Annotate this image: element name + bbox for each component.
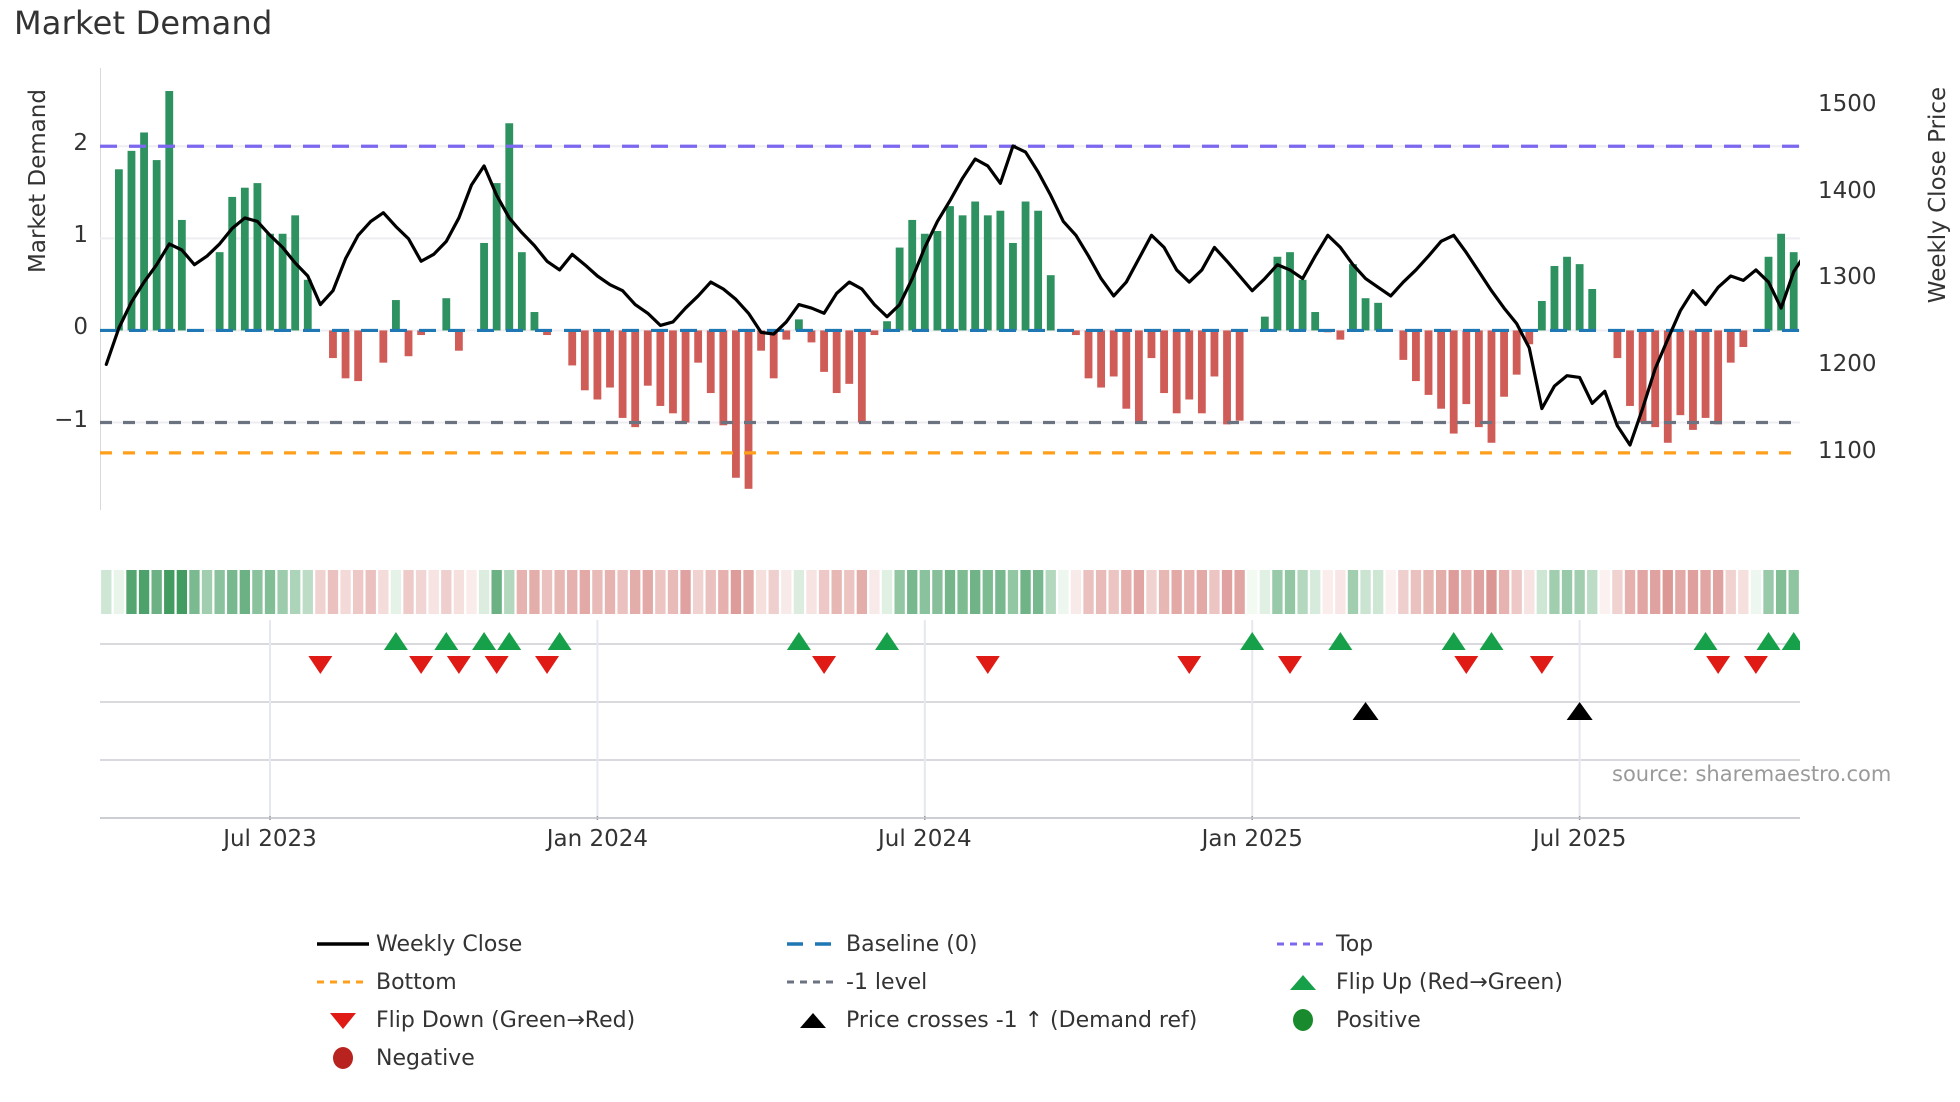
legend-item-negative: Negative [310, 1039, 780, 1077]
y-tick-left: −1 [54, 406, 88, 433]
legend-item-minus-one-level: -1 level [780, 963, 1270, 1001]
legend-label: -1 level [846, 969, 928, 995]
x-tick: Jan 2024 [546, 826, 649, 852]
main-plot-area [100, 68, 1800, 510]
circle-icon [1270, 1008, 1336, 1032]
legend-label: Weekly Close [376, 931, 523, 957]
triangle-up-icon [1270, 972, 1336, 992]
x-tick: Jan 2025 [1201, 826, 1303, 852]
legend-item-baseline: Baseline (0) [780, 925, 1270, 963]
x-tick: Jul 2024 [878, 826, 972, 852]
x-tick: Jul 2023 [223, 826, 317, 852]
flip-marker-panel [100, 620, 1800, 772]
y-tick-left: 0 [73, 314, 88, 341]
marker-panel-gridlines [100, 620, 1800, 820]
legend-label: Price crosses -1 ↑ (Demand ref) [846, 1007, 1198, 1033]
legend-item-price-crosses: Price crosses -1 ↑ (Demand ref) [780, 1001, 1270, 1039]
y-tick-right: 1100 [1818, 437, 1877, 464]
legend-item-flip-up: Flip Up (Red→Green) [1270, 963, 1710, 1001]
legend-item-top: Top [1270, 925, 1710, 963]
triangle-down-icon [310, 1010, 376, 1030]
legend-label: Top [1336, 931, 1374, 957]
legend-item-positive: Positive [1270, 1001, 1710, 1039]
y-tick-right: 1400 [1818, 177, 1877, 204]
legend-item-weekly-close: Weekly Close [310, 925, 780, 963]
y-tick-right: 1300 [1818, 264, 1877, 291]
legend-label: Flip Up (Red→Green) [1336, 969, 1563, 995]
solid-line-icon [310, 937, 376, 951]
y-tick-left: 2 [73, 130, 88, 157]
circle-icon [310, 1046, 376, 1070]
chart-legend: Weekly Close Baseline (0) Top Bottom [310, 925, 1710, 1077]
legend-label: Flip Down (Green→Red) [376, 1007, 636, 1033]
page-title: Market Demand [14, 4, 273, 42]
legend-label: Baseline (0) [846, 931, 978, 957]
legend-label: Positive [1336, 1007, 1421, 1033]
dotted-line-icon [780, 975, 846, 989]
y-tick-right: 1500 [1818, 91, 1877, 117]
dotted-line-icon [1270, 937, 1336, 951]
source-credit: source: sharemaestro.com [1612, 762, 1892, 786]
dashed-line-icon [780, 937, 846, 951]
legend-label: Negative [376, 1045, 475, 1071]
x-tick: Jul 2025 [1532, 826, 1627, 852]
legend-label: Bottom [376, 969, 457, 995]
dotted-line-icon [310, 975, 376, 989]
demand-heat-strip [100, 564, 1800, 618]
y-tick-right: 1200 [1818, 351, 1877, 377]
triangle-up-icon [780, 1010, 846, 1030]
legend-item-bottom: Bottom [310, 963, 780, 1001]
legend-item-flip-down: Flip Down (Green→Red) [310, 1001, 780, 1039]
y-axis-label-right: Weekly Close Price [1925, 86, 1951, 304]
y-tick-left: 1 [73, 222, 88, 249]
y-axis-label-left: Market Demand [25, 89, 51, 273]
